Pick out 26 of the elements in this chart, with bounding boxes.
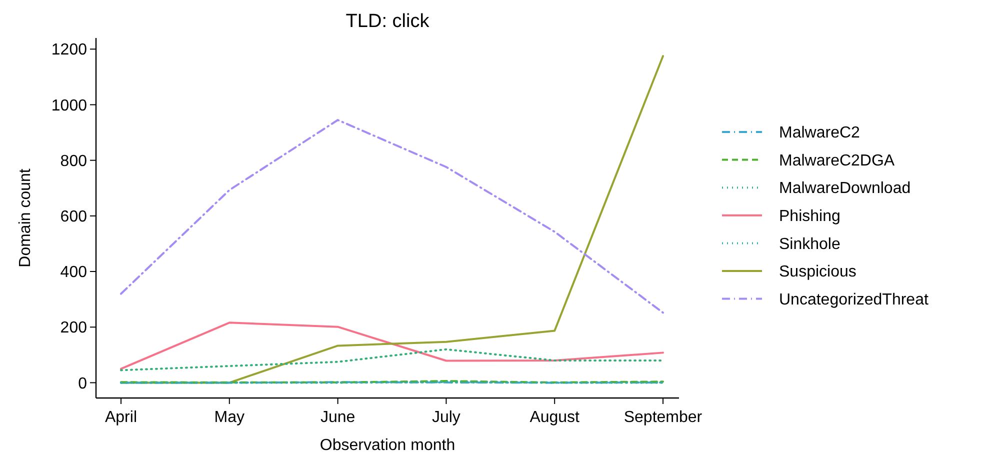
y-tick-label: 200	[60, 320, 88, 337]
x-tick-label: April	[104, 409, 138, 426]
legend-label: Sinkhole	[779, 236, 840, 253]
x-tick-label: May	[214, 409, 245, 426]
line-series	[120, 348, 664, 372]
x-axis-title: Observation month	[320, 437, 456, 454]
legend-label: UncategorizedThreat	[779, 291, 929, 308]
y-tick-label: 600	[60, 208, 88, 226]
y-tick-label: 1000	[51, 97, 88, 114]
legend-label: Suspicious	[779, 264, 856, 281]
x-tick-label: June	[320, 409, 356, 426]
line-series	[120, 119, 664, 314]
x-tick-label: August	[530, 409, 580, 426]
x-tick-label: July	[432, 409, 460, 426]
chart-title: TLD: click	[346, 11, 430, 32]
legend-label: Phishing	[779, 208, 840, 225]
x-tick-label: September	[624, 409, 703, 426]
y-tick-label: 1200	[51, 42, 88, 59]
line-series	[120, 322, 664, 370]
y-axis-title: Domain count	[17, 168, 34, 268]
legend-label: MalwareDownload	[779, 180, 911, 198]
legend-label: MalwareC2	[779, 124, 860, 142]
legend-label: MalwareC2DGA	[779, 152, 895, 170]
y-tick-label: 400	[60, 264, 88, 282]
y-tick-label: 800	[60, 152, 88, 170]
y-tick-label: 0	[78, 375, 88, 392]
